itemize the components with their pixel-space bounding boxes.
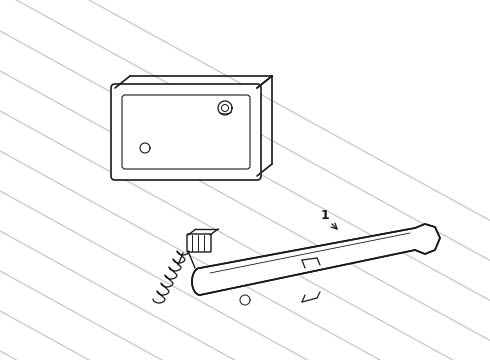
FancyBboxPatch shape xyxy=(187,234,211,252)
Text: 1: 1 xyxy=(320,208,329,221)
FancyBboxPatch shape xyxy=(111,84,261,180)
Polygon shape xyxy=(192,224,440,295)
FancyBboxPatch shape xyxy=(122,95,250,169)
